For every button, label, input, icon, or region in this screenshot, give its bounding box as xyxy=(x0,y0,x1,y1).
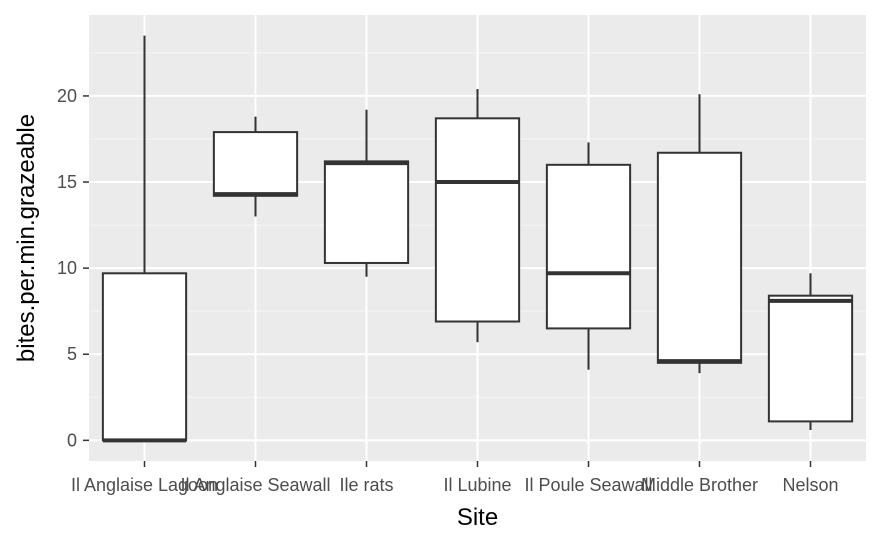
y-tick-label: 0 xyxy=(67,430,77,450)
x-tick-label: Il Lubine xyxy=(443,475,511,495)
box-body xyxy=(323,160,410,264)
box-5 xyxy=(545,142,632,370)
box-2 xyxy=(212,116,299,217)
y-tick-label: 15 xyxy=(57,172,77,192)
x-tick-label: Il Poule Seawall xyxy=(524,475,652,495)
x-tick-label: Il Anglaise Seawall xyxy=(180,475,330,495)
box-3 xyxy=(323,109,410,277)
box-1 xyxy=(101,35,188,443)
x-axis-title: Site xyxy=(457,504,498,531)
y-tick-label: 20 xyxy=(57,86,77,106)
box-7 xyxy=(767,273,854,431)
x-tick-label: Ile rats xyxy=(339,475,393,495)
box-6 xyxy=(656,94,743,374)
x-tick-label: Il Anglaise Lagoon xyxy=(71,475,218,495)
box-body xyxy=(767,294,854,423)
y-axis: 0 5 10 15 20 xyxy=(57,86,89,450)
y-tick-label: 10 xyxy=(57,258,77,278)
box-series xyxy=(101,35,854,443)
y-tick-label: 5 xyxy=(67,344,77,364)
box-body xyxy=(434,117,521,323)
box-body xyxy=(101,272,188,442)
box-body xyxy=(545,163,632,330)
x-tick-label: Nelson xyxy=(782,475,838,495)
y-axis-title: bites.per.min.grazeable xyxy=(13,114,40,362)
box-body xyxy=(656,151,743,364)
box-4 xyxy=(434,89,521,343)
x-tick-label: Middle Brother xyxy=(641,475,758,495)
box-body xyxy=(212,131,299,197)
